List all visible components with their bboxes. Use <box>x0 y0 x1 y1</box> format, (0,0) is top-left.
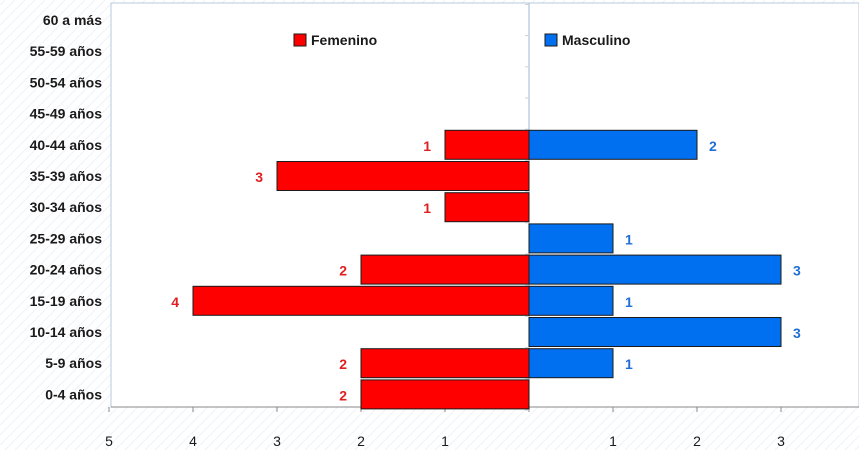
legend: Femenino Masculino <box>293 32 630 48</box>
x-tick-label: 3 <box>273 433 281 449</box>
data-label-femenino: 1 <box>423 138 431 154</box>
legend-label-masculino: Masculino <box>562 32 630 48</box>
bar-masculino <box>528 129 698 160</box>
y-axis-labels: 60 a más 55-59 años 50-54 años 45-49 años 40… <box>30 12 103 402</box>
bars <box>192 129 782 410</box>
bar-masculino <box>528 254 782 285</box>
data-label-femenino: 2 <box>339 387 347 403</box>
data-label-femenino: 1 <box>423 200 431 216</box>
x-tick-label: 3 <box>777 433 785 449</box>
y-tick-label: 35-39 años <box>30 168 103 184</box>
data-label-masculino: 2 <box>709 138 717 154</box>
bar-masculino <box>528 317 782 347</box>
y-tick-label: 30-34 años <box>30 199 103 215</box>
bar-masculino <box>528 348 614 379</box>
bar-femenino <box>444 129 530 160</box>
data-labels: 1 3 1 2 4 2 2 2 1 3 1 3 1 <box>171 138 801 404</box>
data-label-masculino: 1 <box>625 231 633 247</box>
x-tick-label: 5 <box>105 433 113 449</box>
data-label-masculino: 1 <box>625 356 633 372</box>
y-tick-label: 55-59 años <box>30 43 103 59</box>
y-tick-label: 20-24 años <box>30 262 103 278</box>
y-tick-label: 15-19 años <box>30 293 103 309</box>
data-label-femenino: 4 <box>171 294 179 310</box>
data-label-masculino: 3 <box>793 325 801 341</box>
legend-swatch-masculino <box>544 33 558 47</box>
x-tick-label: 2 <box>693 433 701 449</box>
data-label-femenino: 2 <box>339 263 347 279</box>
y-tick-label: 50-54 años <box>30 74 103 90</box>
x-tick-label: 1 <box>609 433 617 449</box>
bar-femenino <box>360 348 530 379</box>
y-tick-label: 40-44 años <box>30 137 103 153</box>
bar-femenino <box>360 379 530 410</box>
data-label-masculino: 3 <box>793 263 801 279</box>
y-tick-label: 60 a más <box>43 12 102 28</box>
x-tick-label: 4 <box>189 433 197 449</box>
legend-label-femenino: Femenino <box>311 32 377 48</box>
data-label-femenino: 3 <box>255 169 263 185</box>
x-tick-label: 2 <box>357 433 365 449</box>
bar-femenino <box>192 285 530 316</box>
bar-femenino <box>360 254 530 285</box>
bar-masculino <box>528 223 614 254</box>
y-tick-label: 10-14 años <box>30 324 103 340</box>
y-tick-label: 25-29 años <box>30 230 103 246</box>
bar-femenino <box>444 192 530 223</box>
x-tick-label: 1 <box>441 433 449 449</box>
y-tick-label: 5-9 años <box>45 355 102 371</box>
x-axis-labels: 5 4 3 2 1 1 2 3 <box>105 433 785 449</box>
y-tick-label: 0-4 años <box>45 386 102 402</box>
legend-swatch-femenino <box>293 33 307 47</box>
bar-masculino <box>528 285 614 316</box>
data-label-masculino: 1 <box>625 294 633 310</box>
bar-femenino <box>276 161 530 191</box>
data-label-femenino: 2 <box>339 356 347 372</box>
y-tick-label: 45-49 años <box>30 106 103 122</box>
